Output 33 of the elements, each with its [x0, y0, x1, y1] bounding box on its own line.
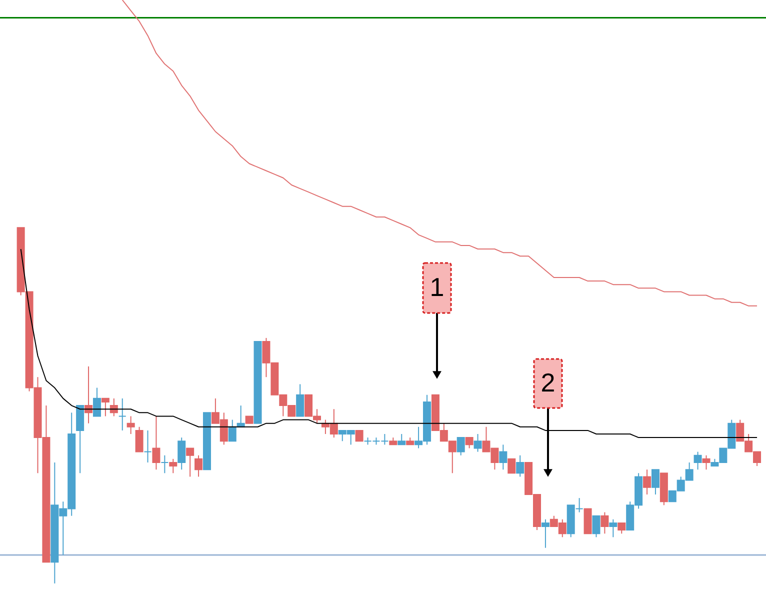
candlestick: [643, 469, 652, 495]
candlestick: [694, 451, 702, 470]
annotation: 2: [540, 368, 556, 398]
candlestick: [541, 518, 550, 548]
candlestick: [355, 430, 364, 442]
candlestick: [702, 454, 710, 470]
candlestick: [456, 437, 465, 456]
candlestick: [144, 430, 152, 463]
candlestick: [92, 387, 101, 417]
candlestick: [186, 448, 194, 478]
candlestick: [169, 458, 178, 474]
candlestick: [600, 512, 609, 534]
candlestick: [228, 419, 236, 442]
candlestick: [516, 454, 524, 478]
candlestick: [160, 454, 169, 474]
candlestick: [194, 454, 203, 478]
candlestick: [178, 437, 186, 470]
candlestick: [126, 416, 135, 435]
candlestick: [398, 434, 406, 446]
candlestick: [296, 384, 304, 417]
candlestick: [135, 426, 144, 452]
candlestick: [499, 444, 508, 470]
candlestick: [609, 518, 618, 538]
candlestick: [508, 458, 516, 474]
candlestick: [474, 434, 482, 452]
candlestick: [118, 398, 126, 431]
candlestick: [465, 437, 474, 449]
candlestick: [651, 469, 660, 495]
candlestick: [592, 515, 600, 538]
annotation: 1: [430, 272, 444, 302]
candlestick: [152, 416, 160, 470]
candlestick: [101, 398, 110, 417]
candlestick: [618, 522, 626, 534]
